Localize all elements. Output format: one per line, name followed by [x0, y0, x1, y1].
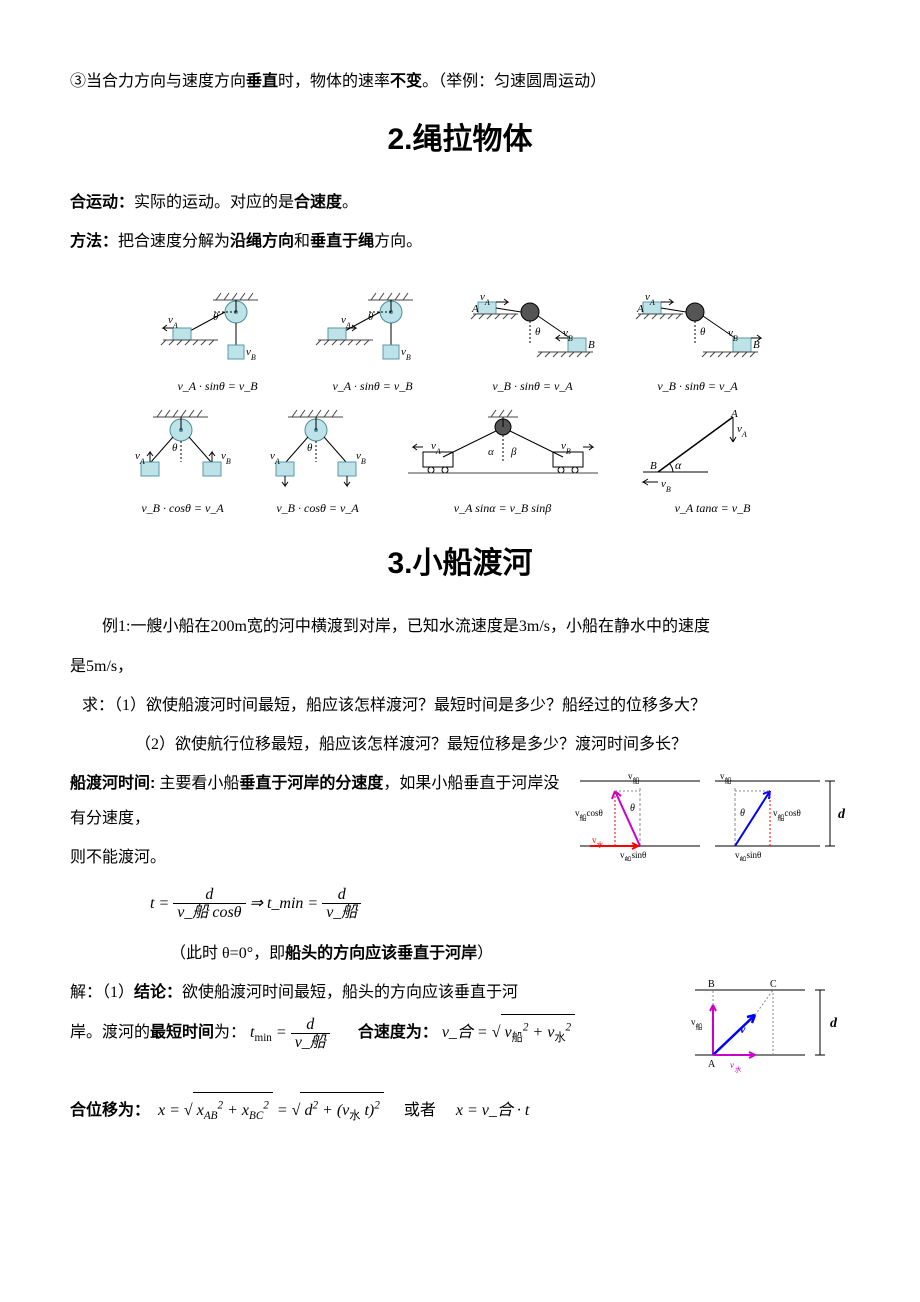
svg-text:α: α [675, 458, 682, 472]
svg-text:vA: vA [431, 440, 441, 456]
svg-text:vB: vB [661, 478, 671, 492]
svg-text:vB: vB [246, 346, 256, 362]
svg-text:B: B [588, 339, 595, 351]
svg-text:v: v [740, 1022, 746, 1036]
svg-text:v船cosθ: v船cosθ [575, 808, 603, 822]
svg-text:B: B [708, 979, 715, 990]
svg-text:θ: θ [700, 326, 706, 338]
svg-text:v船: v船 [691, 1017, 703, 1031]
pulley-fig-7: α β vA vB v_A sinα = v_B sinβ [403, 407, 603, 521]
svg-text:vB: vB [356, 450, 366, 466]
pulley-svg-3: vA vB A B θ [468, 290, 598, 370]
svg-text:d: d [838, 807, 846, 822]
formula-t-cos: t = dv_船 cosθ ⇒ t_min = dv_船 [70, 886, 850, 922]
svg-text:θ: θ [172, 442, 178, 454]
pulley-fig-6: θ vA vB v_B · cosθ = v_A [268, 407, 368, 521]
pulley-fig-1: vA vB θ v_A · sinθ = v_B [158, 290, 278, 399]
svg-text:vB: vB [563, 327, 573, 343]
river-svg-1: θ v船 v船cosθ v船sinθ v水 θ v船 v船cosθ v船sinθ… [570, 766, 850, 861]
svg-text:A: A [708, 1059, 716, 1070]
river-figure-2: B C A v船 v v水 d [685, 975, 850, 1088]
question-1: 求：（1）欲使船渡河时间最短，船应该怎样渡河？最短时间是多少？船经过的位移多大？ [70, 688, 850, 723]
river-svg-2: B C A v船 v v水 d [685, 975, 850, 1075]
svg-text:θ: θ [307, 442, 313, 454]
pulley-row-2: θ vA vB v_B · cosθ = v_A θ vA [70, 407, 850, 521]
pulley-svg-7: α β vA vB [403, 407, 603, 492]
pulley-svg-1: vA vB θ [158, 290, 278, 370]
pulley-svg-4: vA vB A B θ [633, 290, 763, 370]
svg-text:vB: vB [221, 450, 231, 466]
svg-text:vA: vA [270, 450, 280, 466]
svg-text:θ: θ [740, 808, 745, 819]
example1-line2: 是5m/s， [70, 649, 850, 684]
pulley-svg-6: θ vA vB [268, 407, 368, 492]
svg-text:A: A [471, 303, 479, 315]
pulley-fig-4: vA vB A B θ v_B · sinθ = v_A [633, 290, 763, 399]
svg-text:B: B [650, 460, 657, 472]
svg-text:v船: v船 [628, 771, 640, 785]
he-displacement: 合位移为： x = √xAB2 + xBC2 = √d2 + (v水 t)2 或… [70, 1092, 850, 1129]
pulley-svg-2: vA vB θ [313, 290, 433, 370]
svg-text:B: B [753, 339, 760, 351]
svg-text:α: α [488, 446, 494, 458]
pulley-figure-grid: vA vB θ v_A · sinθ = v_B [70, 290, 850, 522]
pulley-fig-2: vA vB θ v_A · sinθ = v_B [313, 290, 433, 399]
svg-text:vA: vA [341, 314, 351, 330]
section-title-2: 2.绳拉物体 [70, 107, 850, 173]
svg-text:θ: θ [368, 311, 374, 323]
svg-text:A: A [636, 303, 644, 315]
pulley-fig-5: θ vA vB v_B · cosθ = v_A [133, 407, 233, 521]
note-theta: （此时 θ=0°，即船头的方向应该垂直于河岸） [70, 936, 850, 971]
svg-text:A: A [730, 408, 738, 420]
svg-text:vB: vB [401, 346, 411, 362]
svg-text:v船sinθ: v船sinθ [735, 850, 761, 861]
svg-text:vA: vA [737, 423, 747, 439]
svg-text:β: β [510, 446, 517, 458]
svg-text:v船: v船 [720, 771, 732, 785]
svg-text:v船sinθ: v船sinθ [620, 850, 646, 861]
example1-line1: 例1:一艘小船在200m宽的河中横渡到对岸，已知水流速度是3m/s，小船在静水中… [70, 609, 850, 644]
svg-text:vB: vB [728, 327, 738, 343]
river-figure-1: θ v船 v船cosθ v船sinθ v水 θ v船 v船cosθ v船sinθ… [570, 766, 850, 874]
heyundong-line: 合运动：实际的运动。对应的是合速度。 [70, 185, 850, 220]
pulley-svg-8: α A B vA vB [638, 407, 788, 492]
svg-text:d: d [830, 1016, 838, 1031]
svg-text:θ: θ [535, 326, 541, 338]
svg-text:C: C [770, 979, 777, 990]
question-2: （2）欲使航行位移最短，船应该怎样渡河？最短位移是多少？渡河时间多长？ [70, 727, 850, 762]
svg-text:v船cosθ: v船cosθ [773, 808, 801, 822]
pulley-svg-5: θ vA vB [133, 407, 233, 492]
svg-text:vA: vA [168, 314, 178, 330]
pulley-fig-3: vA vB A B θ v_B · sinθ = v_A [468, 290, 598, 399]
svg-text:v水: v水 [730, 1060, 742, 1074]
svg-text:θ: θ [213, 311, 219, 323]
pulley-row-1: vA vB θ v_A · sinθ = v_B [70, 290, 850, 399]
svg-text:θ: θ [630, 803, 635, 814]
line-perpendicular: ③当合力方向与速度方向垂直时，物体的速率不变。（举例：匀速圆周运动） [70, 64, 850, 99]
fangfa-line: 方法：把合速度分解为沿绳方向和垂直于绳方向。 [70, 224, 850, 259]
section-title-3: 3.小船渡河 [70, 531, 850, 597]
pulley-fig-8: α A B vA vB v_A tanα = v_B [638, 407, 788, 521]
svg-text:vB: vB [561, 440, 571, 456]
svg-text:vA: vA [135, 450, 145, 466]
